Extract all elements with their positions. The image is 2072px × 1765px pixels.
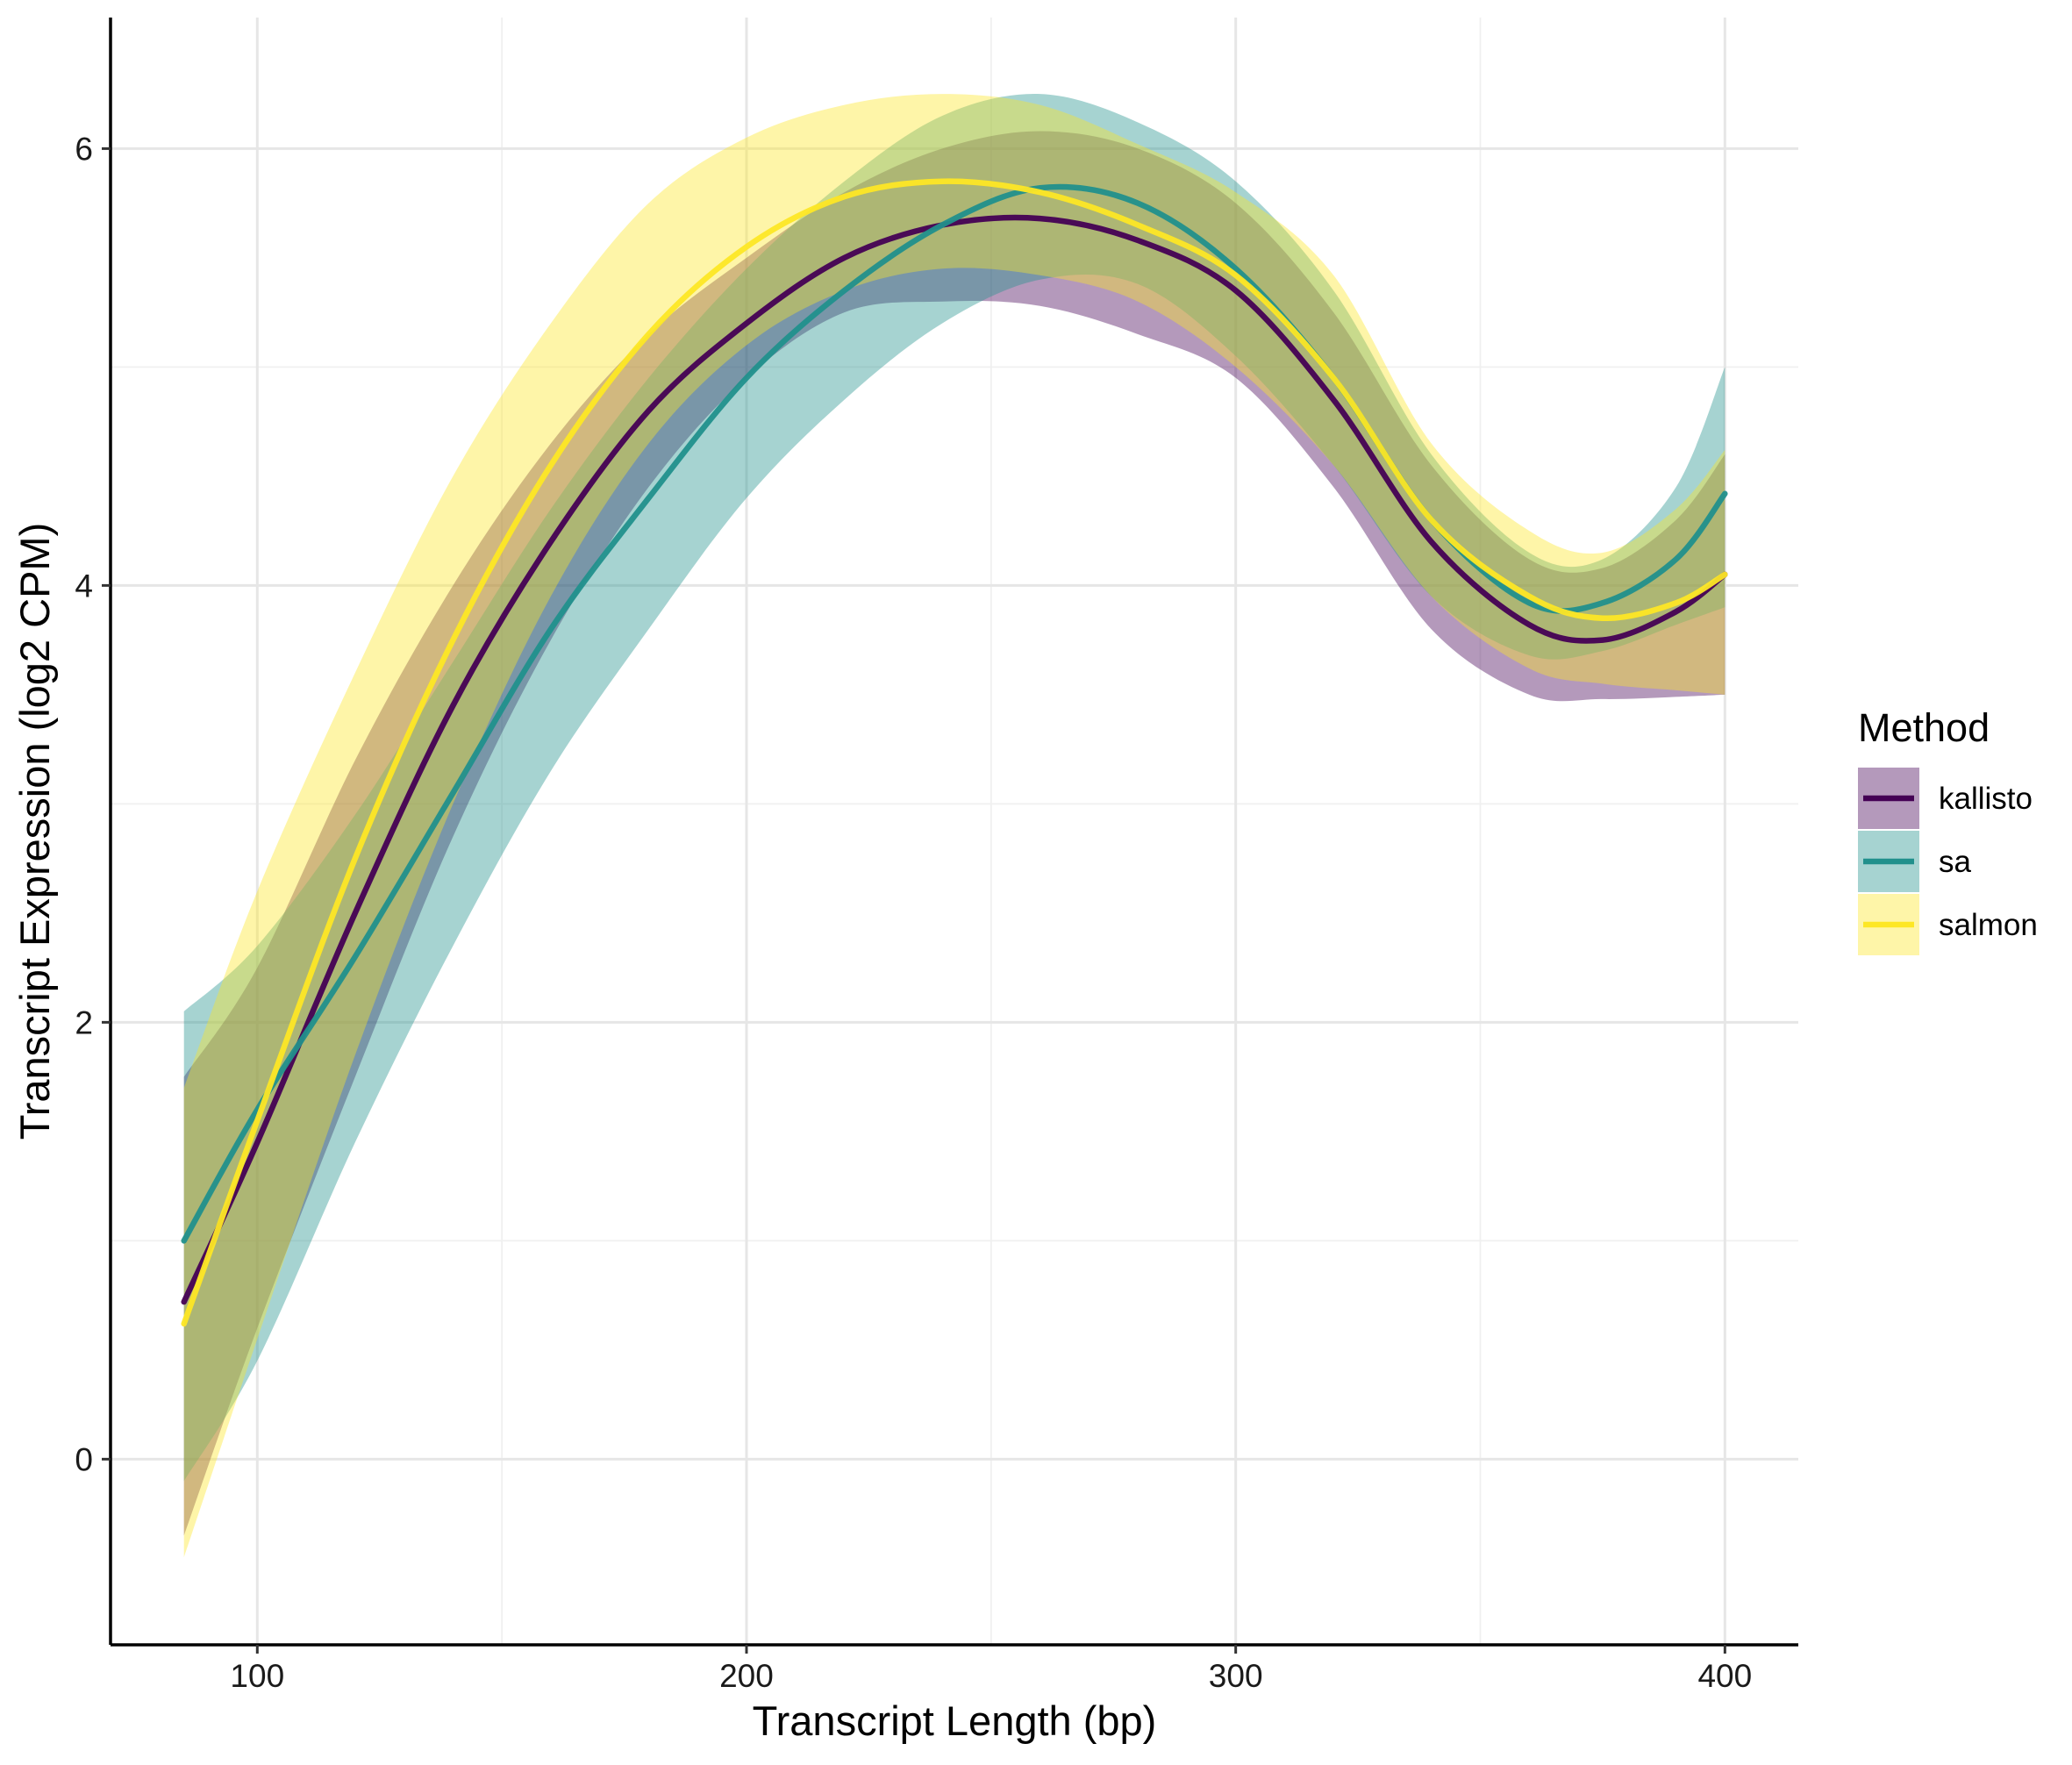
x-axis-title: Transcript Length (bp) xyxy=(753,1697,1157,1744)
legend: Method kallisto sa salmon xyxy=(1858,705,2038,955)
confidence-ribbons xyxy=(183,93,1725,1558)
line-salmon xyxy=(181,178,1728,1327)
legend-label-kallisto: kallisto xyxy=(1939,782,2033,816)
x-tick-label: 100 xyxy=(230,1658,284,1694)
y-tick-label: 2 xyxy=(75,1004,93,1040)
x-tick-label: 400 xyxy=(1697,1658,1752,1694)
legend-title: Method xyxy=(1858,705,1990,750)
y-tick-label: 6 xyxy=(75,131,93,167)
x-tick-label: 200 xyxy=(719,1658,774,1694)
axes xyxy=(102,18,1798,1654)
y-tick-label: 4 xyxy=(75,568,93,604)
tick-labels: 100 200 300 400 0 2 4 6 xyxy=(75,131,1752,1694)
ribbon-sa xyxy=(183,93,1725,1482)
legend-label-salmon: salmon xyxy=(1939,908,2038,942)
trend-lines xyxy=(181,178,1728,1327)
legend-label-sa: sa xyxy=(1939,845,1972,879)
y-axis-title: Transcript Expression (log2 CPM) xyxy=(11,523,58,1140)
legend-item-sa: sa xyxy=(1858,831,1972,892)
ribbon-salmon xyxy=(183,94,1725,1558)
y-tick-label: 0 xyxy=(75,1441,93,1477)
x-tick-label: 300 xyxy=(1209,1658,1263,1694)
line-sa xyxy=(181,183,1728,1244)
legend-item-kallisto: kallisto xyxy=(1858,768,2033,829)
legend-item-salmon: salmon xyxy=(1858,894,2038,955)
ribbon-kallisto xyxy=(183,131,1725,1536)
line-kallisto xyxy=(181,214,1728,1305)
